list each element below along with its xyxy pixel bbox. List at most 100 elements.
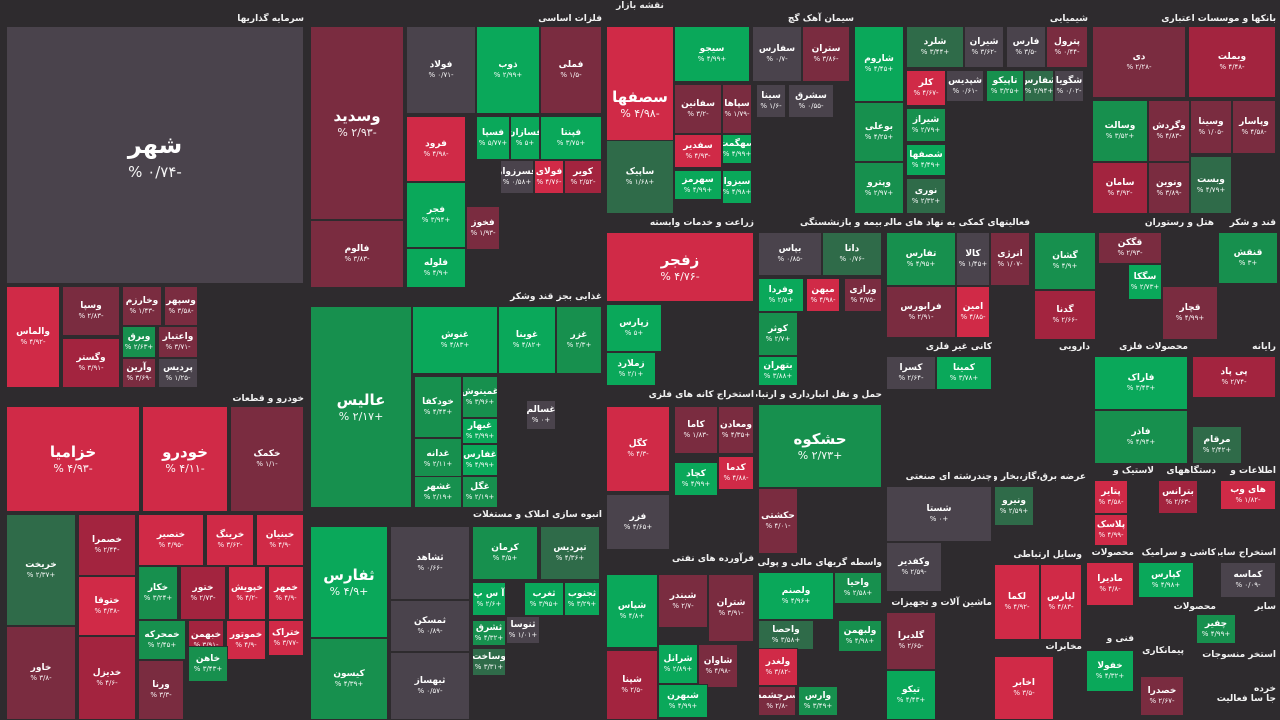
stock-tile-امین[interactable]: امین -۴/۸۵ % xyxy=(956,286,990,338)
stock-tile-کگل[interactable]: کگل -۴/۳ % xyxy=(606,406,670,492)
stock-tile-وسپا[interactable]: وسپا -۲/۸۳ % xyxy=(62,286,120,336)
stock-tile-زملارد[interactable]: زملارد +۲/۱ % xyxy=(606,352,656,386)
stock-tile-ختوقا[interactable]: ختوقا -۴/۳۸ % xyxy=(78,576,136,636)
stock-tile-فارس[interactable]: فارس -۳/۵ % xyxy=(1006,26,1046,68)
stock-tile-وآرین[interactable]: وآرین -۳/۶۹ % xyxy=(122,358,156,388)
stock-tile-خبنیان[interactable]: خبنیان -۴/۹ % xyxy=(256,514,304,566)
stock-tile-میهن[interactable]: میهن -۴/۹۸ % xyxy=(806,278,840,312)
stock-tile-کاما[interactable]: کاما -۱/۸۳ % xyxy=(674,406,718,454)
stock-tile-فسپا[interactable]: فسپا +۵/۷۷ % xyxy=(476,116,510,160)
stock-tile-بتهران[interactable]: بتهران +۳/۸۸ % xyxy=(758,356,798,386)
stock-tile-شتران[interactable]: شتران -۳/۹۱ % xyxy=(708,574,754,642)
stock-tile-نوری[interactable]: نوری +۲/۳۲ % xyxy=(906,178,946,214)
stock-tile-خزامیا[interactable]: خزامیا -۴/۹۳ % xyxy=(6,406,140,512)
stock-tile-سفانین[interactable]: سفانین -۳/۲ % xyxy=(674,84,722,134)
stock-tile-سینا[interactable]: سینا -۱/۶ % xyxy=(756,84,786,118)
stock-tile-سرچشمه[interactable]: سرچشمه -۲/۸ % xyxy=(758,686,796,716)
stock-tile-غفارس[interactable]: غفارس +۴/۹۹ % xyxy=(462,444,498,476)
stock-tile-فاراک[interactable]: فاراک +۳/۴۳ % xyxy=(1094,356,1188,410)
stock-tile-ثغرب[interactable]: ثغرب +۳/۹۵ % xyxy=(524,582,564,616)
stock-tile-سگکا[interactable]: سگکا +۲/۷۳ % xyxy=(1128,264,1162,300)
stock-tile-فجر[interactable]: فجر +۳/۹۴ % xyxy=(406,182,466,248)
stock-tile-وگستر[interactable]: وگستر -۳/۹۱ % xyxy=(62,338,120,388)
stock-tile-سفارس[interactable]: سفارس -۰/۷ % xyxy=(752,26,802,82)
stock-tile-ثمسکن[interactable]: ثمسکن -۰/۸۹ % xyxy=(390,600,470,652)
stock-tile-ختراک[interactable]: ختراک -۳/۷۷ % xyxy=(268,620,304,656)
stock-tile-وپاسار[interactable]: وپاسار -۴/۵۸ % xyxy=(1232,100,1276,154)
stock-tile-ولبهمن[interactable]: ولبهمن +۴/۹۸ % xyxy=(838,620,882,652)
stock-tile-قگکن[interactable]: قگکن -۲/۹۳ % xyxy=(1098,232,1162,264)
stock-tile-تاپیکو[interactable]: تاپیکو +۳/۲۵ % xyxy=(986,70,1024,102)
stock-tile-فلوله[interactable]: فلوله +۴/۹ % xyxy=(406,248,466,288)
stock-tile-شیراز[interactable]: شیراز +۲/۷۹ % xyxy=(906,108,946,142)
stock-tile-واحصا[interactable]: واحصا +۳/۵۸ % xyxy=(758,620,814,650)
stock-tile-کلر[interactable]: کلر -۴/۶۷ % xyxy=(906,70,946,106)
stock-tile-غگل[interactable]: غگل +۲/۱۹ % xyxy=(462,476,498,508)
stock-tile-چفیر[interactable]: چفیر +۴/۹۹ % xyxy=(1196,614,1236,644)
stock-tile-فالوم[interactable]: فالوم -۳/۸۳ % xyxy=(310,220,404,288)
stock-tile-پی-پاد[interactable]: پی پاد -۲/۷۴ % xyxy=(1192,356,1276,398)
stock-tile-وارس[interactable]: وارس +۳/۴۹ % xyxy=(798,686,838,716)
stock-tile-فملی[interactable]: فملی -۱/۵ % xyxy=(540,26,602,114)
stock-tile-کرمان[interactable]: کرمان +۳/۵ % xyxy=(472,526,538,580)
stock-tile-سیجو[interactable]: سیجو +۴/۹۹ % xyxy=(674,26,750,82)
stock-tile-اخابر[interactable]: اخابر -۳/۵ % xyxy=(994,656,1054,720)
stock-tile-فسازان[interactable]: فسازان+۵ % xyxy=(510,116,540,160)
stock-tile-شاروم[interactable]: شاروم +۴/۴۵ % xyxy=(854,26,904,102)
stock-tile-ثنوسا[interactable]: ثنوسا +۱/۰۱ % xyxy=(506,616,540,644)
stock-tile-حشکوه[interactable]: حشکوه +۲/۷۳ % xyxy=(758,404,882,488)
stock-tile-سهرمز[interactable]: سهرمز +۴/۹۹ % xyxy=(674,170,722,200)
stock-tile-خودرو[interactable]: خودرو -۴/۱۱ % xyxy=(142,406,228,512)
stock-tile-قچار[interactable]: قچار +۴/۹۹ % xyxy=(1162,286,1218,340)
stock-tile-ولغدر[interactable]: ولغدر -۳/۸۲ % xyxy=(758,648,798,686)
stock-tile-کیسون[interactable]: کیسون +۴/۳۹ % xyxy=(310,638,388,720)
stock-tile-شفارس[interactable]: شفارس+۲/۹۴ % xyxy=(1024,70,1054,102)
stock-tile-انرژی[interactable]: انرژی -۱/۰۷ % xyxy=(990,232,1030,286)
stock-tile-دانا[interactable]: دانا -۰/۷۶ % xyxy=(822,232,882,276)
stock-tile-لپارس[interactable]: لپارس -۴/۸۳ % xyxy=(1040,564,1082,640)
stock-tile-وساخت[interactable]: وساخت +۳/۳۱ % xyxy=(472,648,506,676)
stock-tile-وگردش[interactable]: وگردش -۴/۸۳ % xyxy=(1148,100,1190,162)
stock-tile-بپاس[interactable]: بپاس -۰/۸۵ % xyxy=(758,232,822,276)
stock-tile-خودکفا[interactable]: خودکفا +۴/۴۴ % xyxy=(414,376,462,438)
stock-tile-کمینا[interactable]: کمینا +۳/۷۸ % xyxy=(936,356,992,390)
stock-tile-شصفها[interactable]: شصفها +۴/۴۹ % xyxy=(906,144,946,176)
stock-tile-پترول[interactable]: پترول -۰/۴۴ % xyxy=(1046,26,1088,68)
stock-tile-ومعادن[interactable]: ومعادن +۴/۳۵ % xyxy=(718,406,754,454)
stock-tile-والماس[interactable]: والماس -۴/۹۲ % xyxy=(6,286,60,388)
stock-tile-خفولا[interactable]: خفولا +۴/۳۲ % xyxy=(1086,650,1134,692)
stock-tile-شاوان[interactable]: شاوان -۴/۹۸ % xyxy=(698,644,738,688)
stock-tile-سامان[interactable]: سامان -۴/۹۲ % xyxy=(1092,162,1148,214)
stock-tile-ساپیک[interactable]: ساپیک +۱/۶۸ % xyxy=(606,140,674,214)
stock-tile-پلاسک[interactable]: پلاسک -۴/۹۹ % xyxy=(1094,514,1128,546)
stock-tile-خرینگ[interactable]: خرینگ -۳/۶۲ % xyxy=(206,514,254,566)
stock-tile-کدما[interactable]: کدما -۴/۸۸ % xyxy=(718,456,754,490)
stock-tile-فاذر[interactable]: فاذر +۴/۹۴ % xyxy=(1094,410,1188,464)
stock-tile-غنوش[interactable]: غنوش +۴/۸۳ % xyxy=(412,306,498,374)
stock-tile-سپاها[interactable]: سپاها -۱/۷۹ % xyxy=(722,84,752,134)
stock-tile-کالا[interactable]: کالا +۱/۴۵ % xyxy=(956,232,990,286)
stock-tile-کماسه[interactable]: کماسه -۰/۰۹ % xyxy=(1220,562,1276,598)
stock-tile-غدانه[interactable]: غدانه +۲/۱۱ % xyxy=(414,438,462,480)
stock-tile-ستران[interactable]: ستران -۳/۸۶ % xyxy=(802,26,850,82)
stock-tile-ختور[interactable]: ختور -۲/۷۳ % xyxy=(180,566,226,620)
stock-tile-وسدید[interactable]: وسدید -۲/۹۳ % xyxy=(310,26,404,220)
stock-tile-غسالم[interactable]: غسالم +۰ % xyxy=(526,400,556,430)
stock-tile-عالیس[interactable]: عالیس +۲/۱۷ % xyxy=(310,306,412,508)
stock-tile-خریخت[interactable]: خریخت +۲/۳۷ % xyxy=(6,514,76,626)
stock-tile-خمهر[interactable]: خمهر -۴/۹ % xyxy=(268,566,304,620)
stock-tile-ثبهساز[interactable]: ثبهساز -۰/۵۷ % xyxy=(390,652,470,720)
stock-tile-فزر[interactable]: فزر +۴/۶۵ % xyxy=(606,494,670,550)
stock-tile-خدیزل[interactable]: خدیزل -۴/۶ % xyxy=(78,636,136,720)
stock-tile-قنقش[interactable]: قنقش +۳ % xyxy=(1218,232,1278,284)
stock-tile-زپارس[interactable]: زپارس +۵ % xyxy=(606,304,662,352)
stock-tile-فخوز[interactable]: فخوز -۱/۹۳ % xyxy=(466,206,500,250)
stock-tile-وسپهر[interactable]: وسپهر -۳/۵۸ % xyxy=(164,286,198,326)
stock-tile-پتایر[interactable]: پتایر -۳/۵۸ % xyxy=(1094,480,1128,514)
stock-tile-دی[interactable]: دی -۲/۲۸ % xyxy=(1092,26,1186,98)
stock-tile-سیزوا[interactable]: سیزوا +۴/۹۸ % xyxy=(722,170,752,204)
stock-tile-تفارس[interactable]: تفارس +۴/۹۵ % xyxy=(886,232,956,286)
stock-tile-بترانس[interactable]: بترانس -۲/۶۳ % xyxy=(1158,480,1198,514)
stock-tile-وسینا[interactable]: وسینا -۱/۰۵ % xyxy=(1190,100,1232,154)
stock-tile-غزر[interactable]: غزر +۲/۳ % xyxy=(556,306,602,374)
